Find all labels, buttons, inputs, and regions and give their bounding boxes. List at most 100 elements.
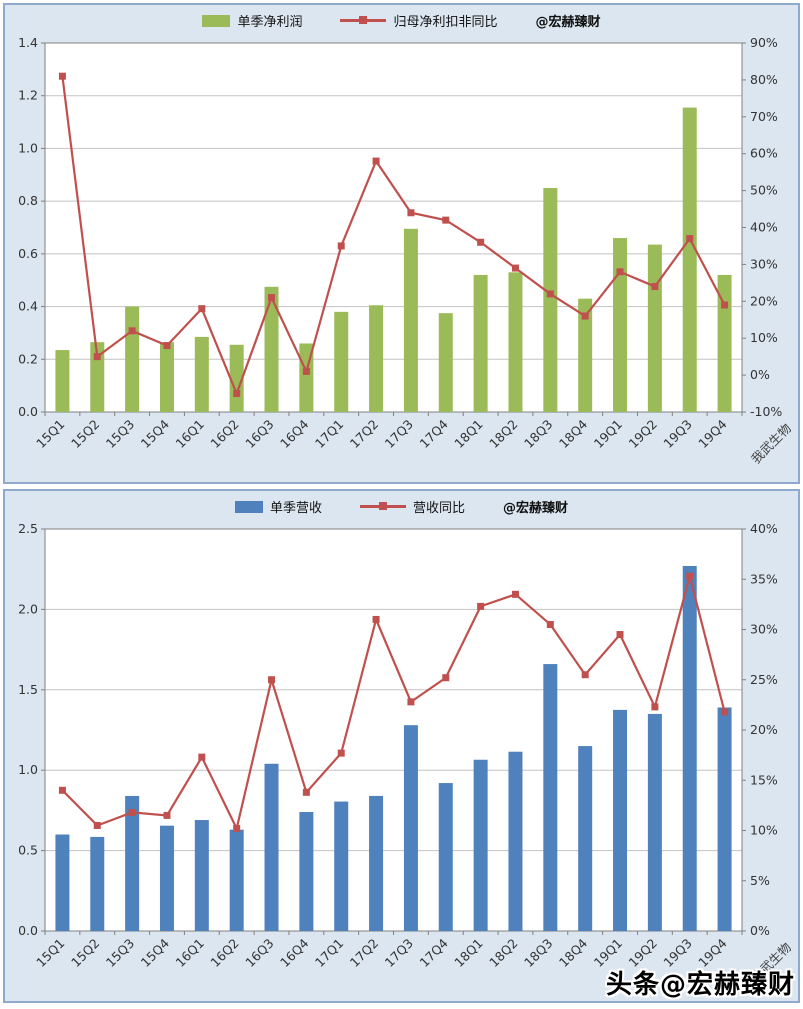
revenue-chart-panel: 单季营收 营收同比 @宏赫臻财 0.0 0.5 1.0 1.5 2.0 2.5 0% 5% 10… bbox=[3, 489, 800, 1003]
svg-text:0.8: 0.8 bbox=[18, 193, 38, 208]
svg-text:0%: 0% bbox=[750, 923, 770, 938]
revenue-bar-swatch-icon bbox=[234, 500, 263, 513]
svg-text:15Q3: 15Q3 bbox=[103, 417, 137, 451]
revenue-chart-canvas: 0.0 0.5 1.0 1.5 2.0 2.5 0% 5% 10% 15% 20% 25% 30% 35%… bbox=[5, 517, 798, 1001]
footer-watermark: 头条@宏赫臻财 bbox=[605, 970, 795, 1000]
chart-svg: 0.0 0.2 0.4 0.6 0.8 1.0 1.2 1.4 -10% 0% 10% 20% 30% 4… bbox=[18, 35, 794, 467]
svg-text:15Q4: 15Q4 bbox=[138, 935, 172, 969]
svg-text:19Q2: 19Q2 bbox=[626, 417, 660, 451]
profit-watermark-text: @宏赫臻财 bbox=[535, 15, 601, 30]
profit-bar-swatch-icon bbox=[202, 14, 231, 27]
profit-chart-canvas: 0.0 0.2 0.4 0.6 0.8 1.0 1.2 1.4 -10% 0% 10% 20% 30% 4… bbox=[5, 31, 798, 482]
svg-text:18Q3: 18Q3 bbox=[521, 936, 555, 970]
profit-line-swatch-icon bbox=[340, 16, 387, 25]
svg-text:0.2: 0.2 bbox=[18, 351, 38, 366]
svg-text:17Q1: 17Q1 bbox=[312, 417, 346, 451]
svg-text:60%: 60% bbox=[750, 146, 778, 161]
svg-text:5%: 5% bbox=[750, 873, 770, 888]
svg-text:15Q2: 15Q2 bbox=[68, 417, 102, 451]
svg-text:15Q1: 15Q1 bbox=[33, 417, 67, 451]
svg-text:15%: 15% bbox=[750, 772, 778, 787]
svg-text:1.0: 1.0 bbox=[18, 140, 38, 155]
bar-series bbox=[55, 107, 732, 412]
profit-line-legend-label: 归母净利扣非同比 bbox=[393, 15, 498, 30]
svg-text:0%: 0% bbox=[750, 367, 770, 382]
svg-text:2.5: 2.5 bbox=[18, 521, 38, 536]
revenue-line-swatch-icon bbox=[359, 502, 406, 511]
svg-text:80%: 80% bbox=[750, 72, 778, 87]
svg-text:2.0: 2.0 bbox=[18, 601, 38, 616]
svg-text:16Q1: 16Q1 bbox=[173, 417, 207, 451]
svg-text:16Q1: 16Q1 bbox=[173, 936, 207, 970]
profit-chart-panel: 单季净利润 归母净利扣非同比 @宏赫臻财 0.0 0.2 0.4 0.6 0.8 1.0 1… bbox=[3, 3, 800, 484]
bar-series bbox=[55, 565, 732, 931]
revenue-line-legend-label: 营收同比 bbox=[412, 501, 465, 516]
svg-text:19Q3: 19Q3 bbox=[660, 417, 694, 451]
line-series bbox=[61, 571, 726, 832]
svg-text:40%: 40% bbox=[750, 521, 778, 536]
svg-text:1.2: 1.2 bbox=[18, 88, 38, 103]
svg-text:16Q3: 16Q3 bbox=[242, 936, 276, 970]
svg-text:16Q3: 16Q3 bbox=[242, 417, 276, 451]
svg-text:10%: 10% bbox=[750, 823, 778, 838]
svg-text:17Q4: 17Q4 bbox=[416, 935, 450, 969]
svg-text:15Q1: 15Q1 bbox=[33, 936, 67, 970]
svg-text:20%: 20% bbox=[750, 293, 778, 308]
svg-text:35%: 35% bbox=[750, 571, 778, 586]
svg-text:16Q4: 16Q4 bbox=[277, 416, 311, 450]
svg-text:15Q4: 15Q4 bbox=[138, 416, 172, 450]
svg-text:16Q2: 16Q2 bbox=[207, 417, 241, 451]
svg-text:17Q1: 17Q1 bbox=[312, 936, 346, 970]
svg-text:17Q2: 17Q2 bbox=[347, 417, 381, 451]
svg-text:20%: 20% bbox=[750, 722, 778, 737]
svg-text:1.5: 1.5 bbox=[18, 682, 38, 697]
svg-text:1.0: 1.0 bbox=[18, 762, 38, 777]
legend-item-profit-line: 归母净利扣非同比 bbox=[340, 11, 498, 30]
svg-text:17Q3: 17Q3 bbox=[382, 417, 416, 451]
axis-company-note: 我武生物 bbox=[748, 421, 794, 467]
svg-text:40%: 40% bbox=[750, 220, 778, 235]
svg-text:18Q4: 18Q4 bbox=[556, 935, 590, 969]
svg-text:30%: 30% bbox=[750, 622, 778, 637]
svg-text:50%: 50% bbox=[750, 183, 778, 198]
legend-item-revenue-line: 营收同比 bbox=[359, 497, 465, 516]
svg-text:18Q3: 18Q3 bbox=[521, 417, 555, 451]
chart-svg: 0.0 0.5 1.0 1.5 2.0 2.5 0% 5% 10% 15% 20% 25% 30% 35%… bbox=[18, 521, 794, 985]
svg-text:19Q4: 19Q4 bbox=[695, 416, 729, 450]
svg-text:17Q4: 17Q4 bbox=[416, 416, 450, 450]
line-series-markers bbox=[58, 72, 729, 398]
line-series-markers bbox=[58, 572, 729, 832]
svg-text:15Q2: 15Q2 bbox=[68, 936, 102, 970]
svg-text:0.5: 0.5 bbox=[18, 843, 38, 858]
svg-text:0.4: 0.4 bbox=[18, 299, 38, 314]
svg-text:25%: 25% bbox=[750, 672, 778, 687]
svg-text:-10%: -10% bbox=[750, 404, 782, 419]
profit-bar-legend-label: 单季净利润 bbox=[237, 15, 303, 30]
revenue-watermark-text: @宏赫臻财 bbox=[503, 501, 569, 516]
revenue-bar-legend-label: 单季营收 bbox=[269, 501, 322, 516]
line-series bbox=[61, 76, 726, 397]
svg-text:10%: 10% bbox=[750, 330, 778, 345]
svg-text:0.0: 0.0 bbox=[18, 923, 38, 938]
svg-text:0.6: 0.6 bbox=[18, 246, 38, 261]
svg-text:16Q2: 16Q2 bbox=[207, 936, 241, 970]
revenue-chart-legend: 单季营收 营收同比 @宏赫臻财 bbox=[5, 491, 798, 517]
legend-item-revenue-bar: 单季营收 bbox=[234, 497, 322, 516]
svg-text:1.4: 1.4 bbox=[18, 35, 38, 50]
svg-text:70%: 70% bbox=[750, 109, 778, 124]
svg-text:18Q4: 18Q4 bbox=[556, 416, 590, 450]
svg-text:18Q1: 18Q1 bbox=[451, 417, 485, 451]
svg-text:18Q2: 18Q2 bbox=[486, 936, 520, 970]
svg-text:90%: 90% bbox=[750, 35, 778, 50]
svg-text:18Q1: 18Q1 bbox=[451, 936, 485, 970]
profit-chart-legend: 单季净利润 归母净利扣非同比 @宏赫臻财 bbox=[5, 5, 798, 31]
svg-text:17Q3: 17Q3 bbox=[382, 936, 416, 970]
svg-text:19Q1: 19Q1 bbox=[591, 417, 625, 451]
svg-text:18Q2: 18Q2 bbox=[486, 417, 520, 451]
svg-text:16Q4: 16Q4 bbox=[277, 935, 311, 969]
svg-text:15Q3: 15Q3 bbox=[103, 936, 137, 970]
svg-text:30%: 30% bbox=[750, 256, 778, 271]
svg-text:17Q2: 17Q2 bbox=[347, 936, 381, 970]
legend-item-profit-bar: 单季净利润 bbox=[202, 11, 302, 30]
svg-text:0.0: 0.0 bbox=[18, 404, 38, 419]
